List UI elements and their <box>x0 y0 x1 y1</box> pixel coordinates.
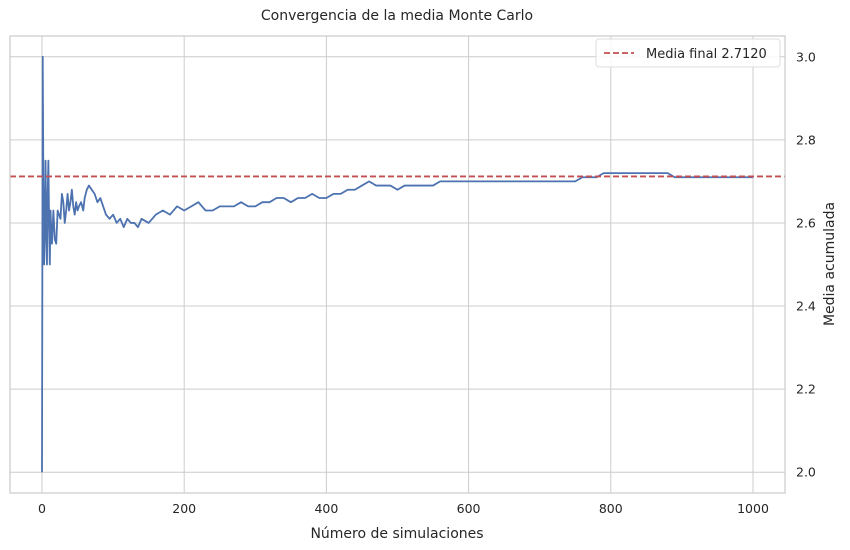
legend-box <box>595 38 781 68</box>
x-axis-label: Número de simulaciones <box>310 526 483 542</box>
y-tick-label: 2.0 <box>796 465 816 480</box>
x-tick-label: 600 <box>457 501 481 516</box>
x-tick-label: 400 <box>314 501 338 516</box>
x-tick-label: 200 <box>172 501 196 516</box>
plot-frame <box>9 35 786 494</box>
grid <box>10 36 785 493</box>
legend: Media final 2.7120 <box>595 38 781 68</box>
plot-background <box>10 36 785 493</box>
y-tick-label: 2.2 <box>796 382 816 397</box>
y-tick-label: 2.8 <box>796 132 816 147</box>
chart-title: Convergencia de la media Monte Carlo <box>261 8 533 24</box>
x-tick-labels: 0 200 400 600 800 1000 <box>38 501 769 516</box>
x-tick-label: 0 <box>38 501 46 516</box>
y-axis-label: Media acumulada <box>822 202 838 326</box>
y-tick-label: 3.0 <box>796 49 816 64</box>
y-tick-label: 2.4 <box>796 299 816 314</box>
legend-label: Media final 2.7120 <box>646 47 767 62</box>
y-tick-label: 2.6 <box>796 215 816 230</box>
x-tick-label: 800 <box>599 501 623 516</box>
series <box>10 55 785 473</box>
y-tick-labels: 2.0 2.2 2.4 2.6 2.8 3.0 <box>796 49 816 479</box>
x-tick-label: 1000 <box>737 501 769 516</box>
